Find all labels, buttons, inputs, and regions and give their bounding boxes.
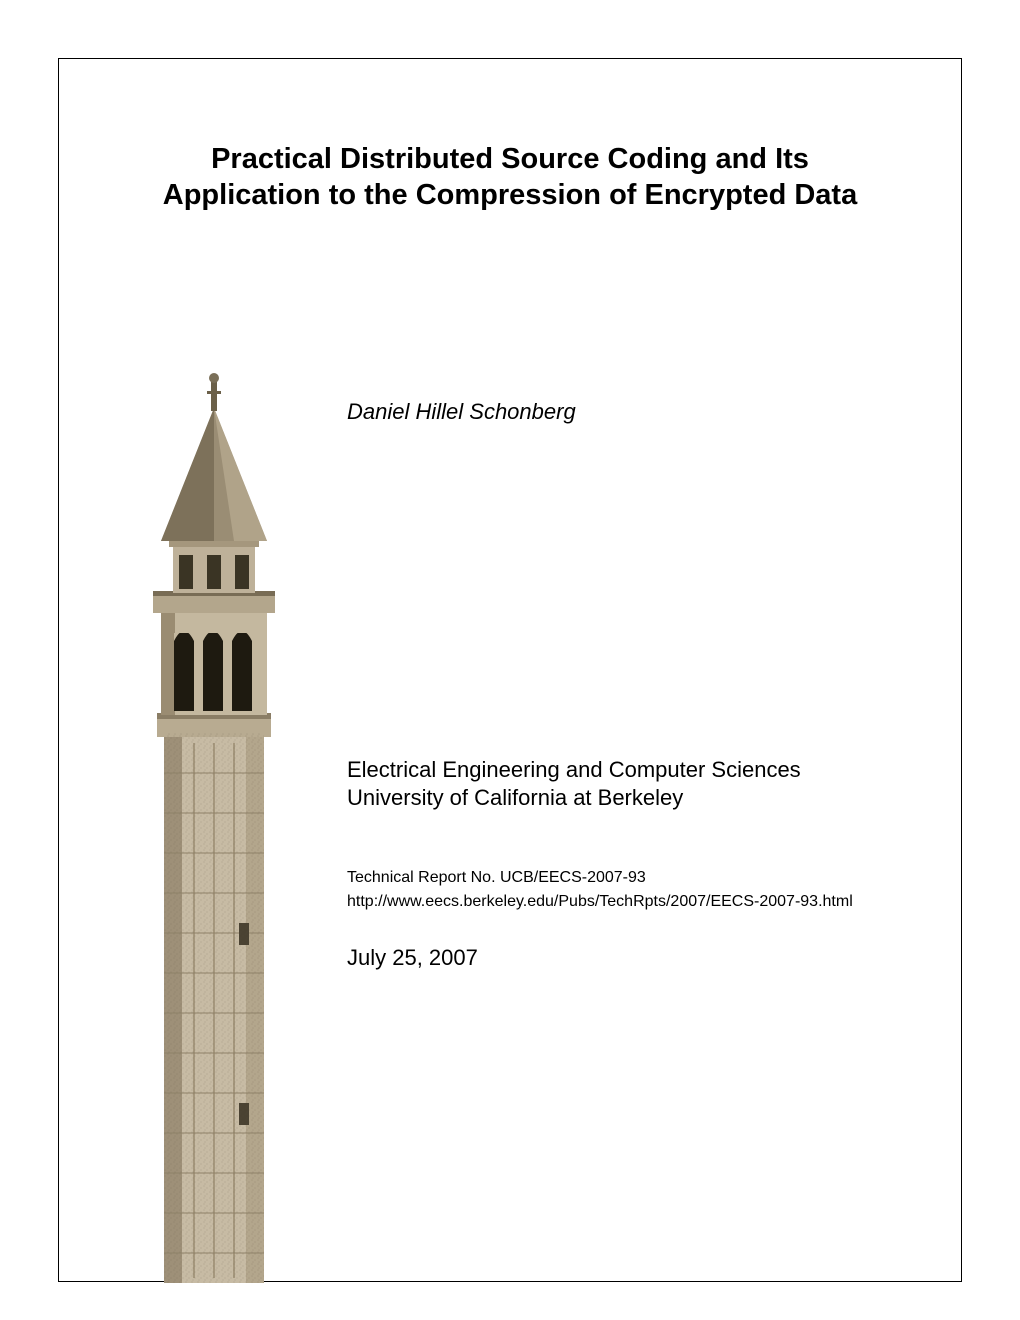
- author-name: Daniel Hillel Schonberg: [347, 399, 576, 425]
- page-frame: Practical Distributed Source Coding and …: [58, 58, 962, 1282]
- title-line-1: Practical Distributed Source Coding and …: [119, 141, 901, 177]
- date-text: July 25, 2007: [347, 945, 478, 971]
- department-line-1: Electrical Engineering and Computer Scie…: [347, 756, 801, 784]
- report-number: Technical Report No. UCB/EECS-2007-93: [347, 866, 853, 890]
- department-line-2: University of California at Berkeley: [347, 784, 801, 812]
- title-block: Practical Distributed Source Coding and …: [59, 141, 961, 214]
- campanile-tower-image: [119, 363, 309, 1283]
- report-block: Technical Report No. UCB/EECS-2007-93 ht…: [347, 866, 853, 914]
- report-url: http://www.eecs.berkeley.edu/Pubs/TechRp…: [347, 890, 853, 914]
- title-line-2: Application to the Compression of Encryp…: [119, 177, 901, 213]
- department-block: Electrical Engineering and Computer Scie…: [347, 756, 801, 812]
